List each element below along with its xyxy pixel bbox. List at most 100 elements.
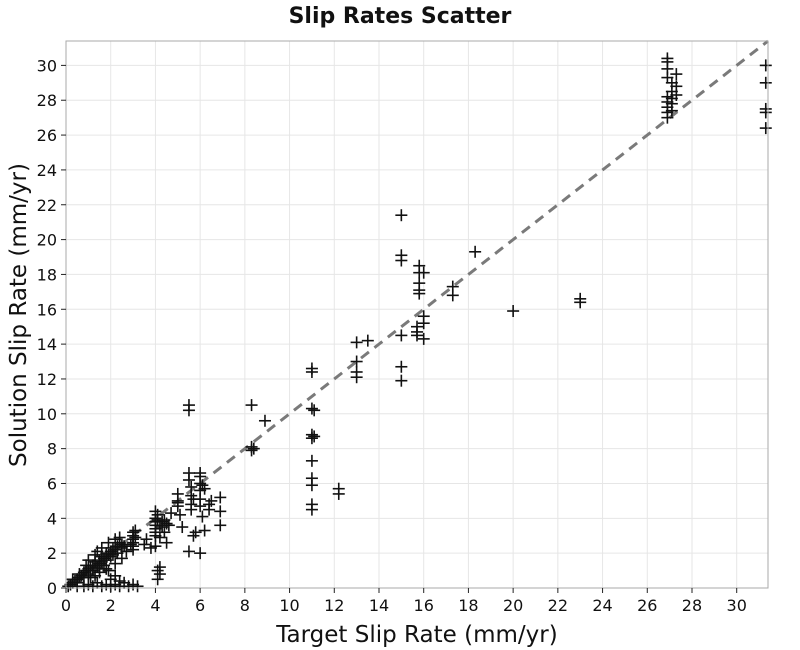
- scatter-point: [115, 552, 128, 565]
- scatter-point: [158, 526, 171, 539]
- x-tick-label: 14: [369, 596, 389, 615]
- y-axis-label: Solution Slip Rate (mm/yr): [6, 163, 32, 467]
- scatter-point: [417, 317, 430, 330]
- scatter-point: [194, 467, 207, 480]
- y-tick-label: 8: [47, 440, 57, 459]
- scatter-point: [113, 531, 126, 544]
- x-tick-label: 0: [61, 596, 71, 615]
- scatter-point: [395, 374, 408, 387]
- plot-frame: [65, 40, 769, 589]
- scatter-point: [661, 111, 674, 124]
- y-tick-label: 12: [37, 370, 57, 389]
- scatter-point: [182, 473, 195, 486]
- y-tick-label: 28: [37, 91, 57, 110]
- x-tick-label: 16: [414, 596, 434, 615]
- scatter-point: [182, 404, 195, 417]
- scatter-point: [82, 554, 95, 567]
- scatter-point: [361, 334, 374, 347]
- reference-line-layer: [65, 39, 769, 590]
- y-tick-label: 2: [47, 544, 57, 563]
- x-tick-label: 24: [592, 596, 612, 615]
- scatter-point: [89, 569, 102, 582]
- scatter-point: [446, 289, 459, 302]
- scatter-point: [120, 545, 133, 558]
- y-tick-label: 0: [47, 579, 57, 598]
- scatter-point: [109, 557, 122, 570]
- scatter-point: [214, 505, 227, 518]
- scatter-point: [395, 209, 408, 222]
- scatter-point: [127, 543, 140, 556]
- scatter-point: [395, 360, 408, 373]
- x-tick-label: 30: [727, 596, 747, 615]
- scatter-point: [245, 399, 258, 412]
- grid-lines: [65, 41, 768, 589]
- scatter-point: [93, 562, 106, 575]
- chart-title: Slip Rates Scatter: [289, 4, 512, 29]
- y-tick-label: 16: [37, 300, 57, 319]
- scatter-point: [129, 524, 142, 537]
- scatter-point: [198, 482, 211, 495]
- scatter-point: [153, 561, 166, 574]
- y-tick-label: 22: [37, 196, 57, 215]
- scatter-point: [205, 494, 218, 507]
- y-tick-label: 26: [37, 126, 57, 145]
- scatter-point: [131, 580, 144, 593]
- scatter-point: [214, 519, 227, 532]
- scatter-point: [182, 545, 195, 558]
- scatter-point: [102, 536, 115, 549]
- scatter-points: [62, 52, 772, 593]
- scatter-point: [350, 336, 363, 349]
- scatter-point: [245, 444, 258, 457]
- scatter-point: [305, 402, 318, 415]
- scatter-point: [124, 538, 137, 551]
- scatter-point: [308, 430, 321, 443]
- scatter-point: [198, 524, 211, 537]
- y-tick-label: 24: [37, 161, 57, 180]
- scatter-point: [670, 68, 683, 81]
- scatter-point: [670, 89, 683, 102]
- scatter-point: [469, 245, 482, 258]
- scatter-point: [305, 454, 318, 467]
- scatter-point: [665, 104, 678, 117]
- scatter-point: [203, 503, 216, 516]
- scatter-point: [305, 432, 318, 445]
- scatter-point: [113, 575, 126, 588]
- y-tick-label: 10: [37, 405, 57, 424]
- x-axis-ticks: 0 2 4 6 8 10 12 14 16 18 20 22 24 26 28 30: [61, 588, 747, 615]
- y-tick-label: 6: [47, 474, 57, 493]
- scatter-point: [332, 487, 345, 500]
- scatter-point: [171, 496, 184, 509]
- scatter-point: [411, 329, 423, 342]
- x-tick-label: 8: [240, 596, 250, 615]
- scatter-point: [413, 287, 426, 300]
- x-tick-label: 4: [150, 596, 160, 615]
- scatter-point: [395, 329, 408, 342]
- scatter-point: [140, 533, 153, 546]
- scatter-point: [149, 505, 162, 518]
- scatter-point: [189, 526, 202, 539]
- x-axis-label: Target Slip Rate (mm/yr): [275, 622, 557, 648]
- scatter-point: [71, 580, 84, 593]
- one-to-one-reference-line: [65, 39, 769, 590]
- y-tick-label: 14: [37, 335, 57, 354]
- x-tick-label: 18: [458, 596, 478, 615]
- scatter-point: [151, 573, 164, 586]
- scatter-point: [350, 355, 363, 368]
- scatter-point: [149, 540, 162, 553]
- scatter-point: [759, 122, 772, 135]
- scatter-point: [759, 106, 772, 119]
- scatter-point: [214, 491, 227, 504]
- scatter-point: [574, 296, 587, 309]
- y-tick-label: 30: [37, 56, 57, 75]
- scatter-point: [80, 559, 93, 572]
- x-tick-label: 20: [503, 596, 523, 615]
- scatter-point: [185, 503, 198, 516]
- x-tick-label: 6: [195, 596, 205, 615]
- scatter-point: [308, 404, 321, 417]
- scatter-point: [162, 519, 175, 532]
- x-tick-label: 26: [637, 596, 657, 615]
- scatter-point: [350, 371, 363, 384]
- scatter-point: [258, 414, 271, 427]
